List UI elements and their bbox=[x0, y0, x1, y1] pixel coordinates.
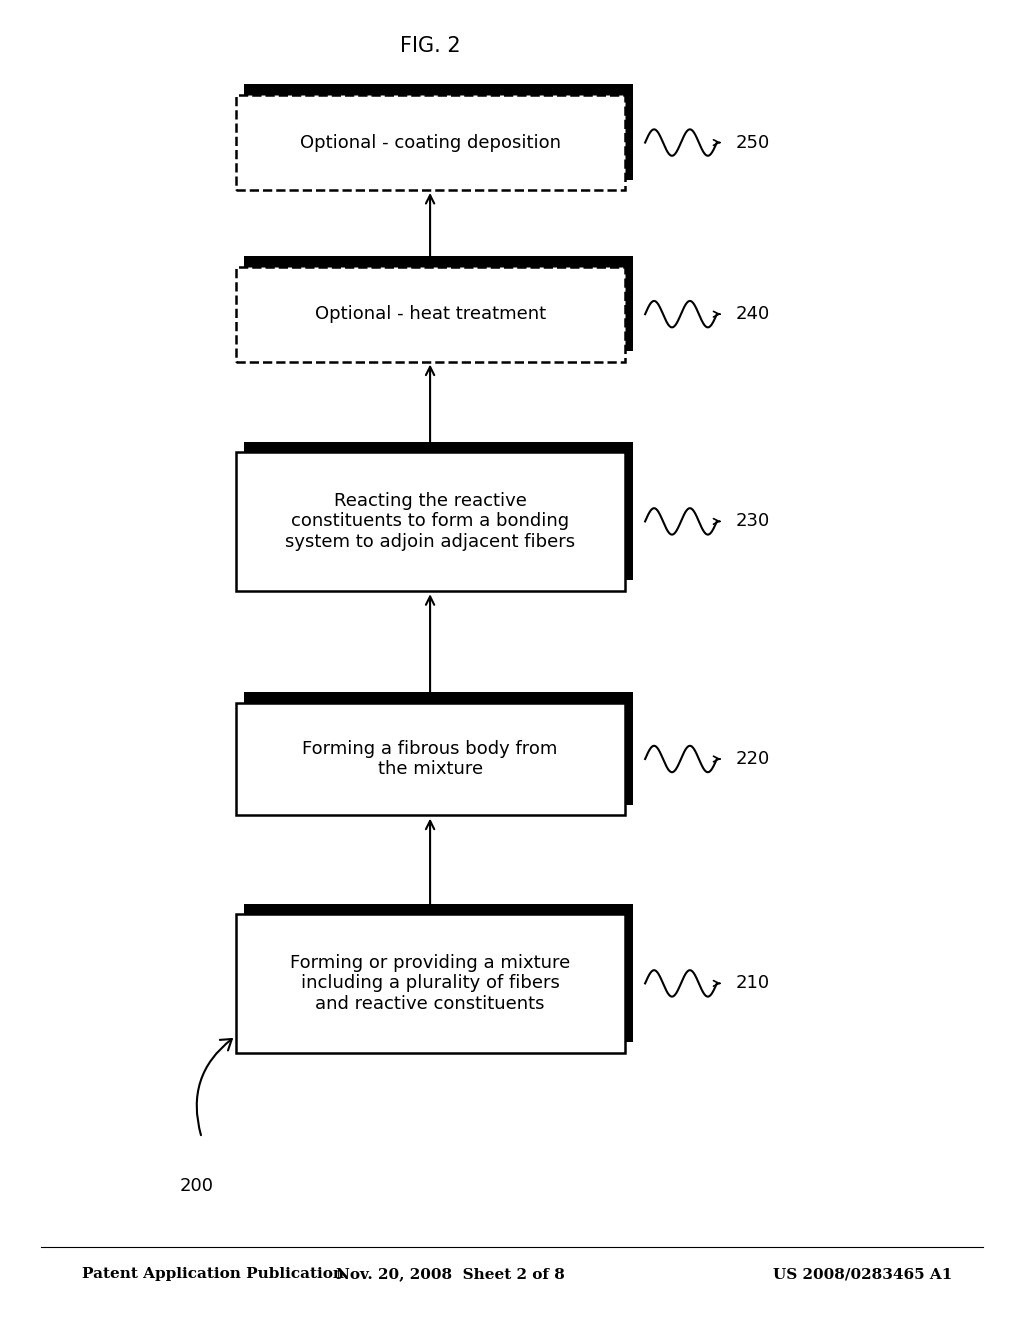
Text: Forming or providing a mixture
including a plurality of fibers
and reactive cons: Forming or providing a mixture including… bbox=[290, 953, 570, 1014]
Text: Patent Application Publication: Patent Application Publication bbox=[82, 1267, 344, 1282]
Text: 220: 220 bbox=[735, 750, 769, 768]
Bar bbox=[236, 453, 625, 591]
Bar bbox=[236, 702, 625, 814]
Text: 240: 240 bbox=[735, 305, 769, 323]
Text: Optional - coating deposition: Optional - coating deposition bbox=[300, 133, 560, 152]
FancyArrowPatch shape bbox=[197, 1039, 231, 1135]
Text: 250: 250 bbox=[735, 133, 769, 152]
Bar bbox=[244, 84, 633, 180]
Bar bbox=[244, 903, 633, 1043]
Text: US 2008/0283465 A1: US 2008/0283465 A1 bbox=[773, 1267, 952, 1282]
Text: FIG. 2: FIG. 2 bbox=[399, 36, 461, 57]
Text: Optional - heat treatment: Optional - heat treatment bbox=[314, 305, 546, 323]
Bar bbox=[236, 913, 625, 1053]
Text: 230: 230 bbox=[735, 512, 769, 531]
Bar bbox=[236, 267, 625, 362]
Text: Forming a fibrous body from
the mixture: Forming a fibrous body from the mixture bbox=[302, 739, 558, 779]
Bar bbox=[244, 692, 633, 804]
Bar bbox=[244, 256, 633, 351]
Bar bbox=[244, 441, 633, 581]
Text: 210: 210 bbox=[735, 974, 769, 993]
Text: Nov. 20, 2008  Sheet 2 of 8: Nov. 20, 2008 Sheet 2 of 8 bbox=[336, 1267, 565, 1282]
Bar bbox=[236, 95, 625, 190]
Text: Reacting the reactive
constituents to form a bonding
system to adjoin adjacent f: Reacting the reactive constituents to fo… bbox=[285, 491, 575, 552]
Text: 200: 200 bbox=[179, 1177, 213, 1196]
